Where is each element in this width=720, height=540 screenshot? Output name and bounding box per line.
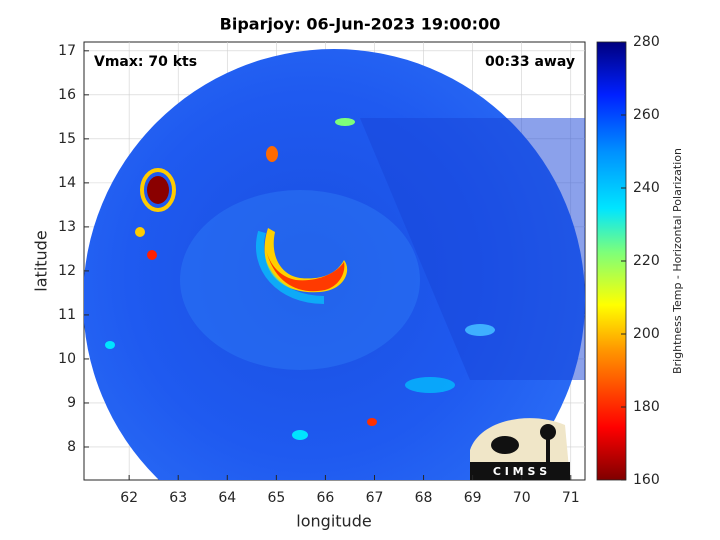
x-tick-label: 62: [120, 490, 138, 506]
x-tick-label: 68: [415, 490, 433, 506]
y-axis-label: latitude: [32, 230, 51, 291]
logo: C I M S S: [470, 418, 570, 480]
x-tick-label: 64: [218, 490, 236, 506]
y-tick-label: 9: [67, 395, 76, 411]
colorbar-tick-label: 260: [633, 107, 660, 123]
y-tick-label: 12: [58, 263, 76, 279]
colorbar-tick-label: 220: [633, 253, 660, 269]
y-tick-label: 15: [58, 131, 76, 147]
logo-text: C I M S S: [493, 465, 547, 478]
colorbar-tick-label: 200: [633, 326, 660, 342]
x-tick-label: 67: [366, 490, 384, 506]
annotation: 00:33 away: [485, 54, 575, 70]
x-tick-label: 65: [267, 490, 285, 506]
x-tick-label: 69: [464, 490, 482, 506]
y-tick-label: 10: [58, 351, 76, 367]
colorbar-label: Brightness Temp - Horizontal Polarizatio…: [671, 148, 684, 374]
y-tick-label: 17: [58, 43, 76, 59]
chart-title: Biparjoy: 06-Jun-2023 19:00:00: [220, 15, 501, 34]
y-tick-label: 11: [58, 307, 76, 323]
colorbar-tick-label: 240: [633, 180, 660, 196]
y-tick-label: 13: [58, 219, 76, 235]
x-tick-label: 71: [562, 490, 580, 506]
x-tick-label: 66: [317, 490, 335, 506]
y-tick-label: 14: [58, 175, 76, 191]
x-tick-label: 70: [513, 490, 531, 506]
annotation: Vmax: 70 kts: [94, 54, 197, 70]
x-axis-label: longitude: [296, 512, 371, 531]
satellite-image: [84, 49, 585, 480]
colorbar-tick-label: 280: [633, 34, 660, 50]
x-tick-label: 63: [169, 490, 187, 506]
colorbar-tick-label: 180: [633, 399, 660, 415]
y-tick-label: 8: [67, 439, 76, 455]
y-tick-label: 16: [58, 87, 76, 103]
colorbar-tick-label: 160: [633, 472, 660, 488]
